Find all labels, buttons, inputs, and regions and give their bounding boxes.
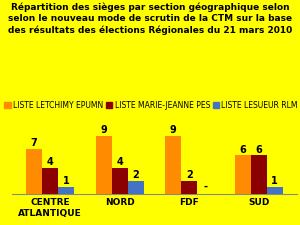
Text: 1: 1 bbox=[63, 176, 70, 186]
Bar bbox=[181, 181, 197, 194]
Legend: LISTE LETCHIMY EPUMN, LISTE MARIE-JEANNE PES, LISTE LESUEUR RLM: LISTE LETCHIMY EPUMN, LISTE MARIE-JEANNE… bbox=[4, 101, 298, 110]
Bar bbox=[58, 187, 74, 194]
Bar bbox=[165, 136, 181, 194]
Text: 9: 9 bbox=[170, 126, 177, 135]
Text: 7: 7 bbox=[31, 138, 38, 148]
Text: 2: 2 bbox=[132, 170, 139, 180]
Bar bbox=[96, 136, 112, 194]
Text: 6: 6 bbox=[239, 144, 246, 155]
Bar bbox=[26, 149, 42, 194]
Text: 6: 6 bbox=[255, 144, 262, 155]
Text: 2: 2 bbox=[186, 170, 193, 180]
Bar bbox=[42, 168, 58, 194]
Bar bbox=[128, 181, 144, 194]
Text: 9: 9 bbox=[100, 126, 107, 135]
Bar bbox=[251, 155, 267, 194]
Text: Répartition des sièges par section géographique selon
selon le nouveau mode de s: Répartition des sièges par section géogr… bbox=[8, 2, 292, 35]
Text: 1: 1 bbox=[272, 176, 278, 186]
Text: 4: 4 bbox=[47, 157, 54, 167]
Text: 4: 4 bbox=[116, 157, 123, 167]
Text: -: - bbox=[203, 182, 207, 192]
Bar bbox=[267, 187, 283, 194]
Bar bbox=[112, 168, 128, 194]
Bar bbox=[235, 155, 251, 194]
